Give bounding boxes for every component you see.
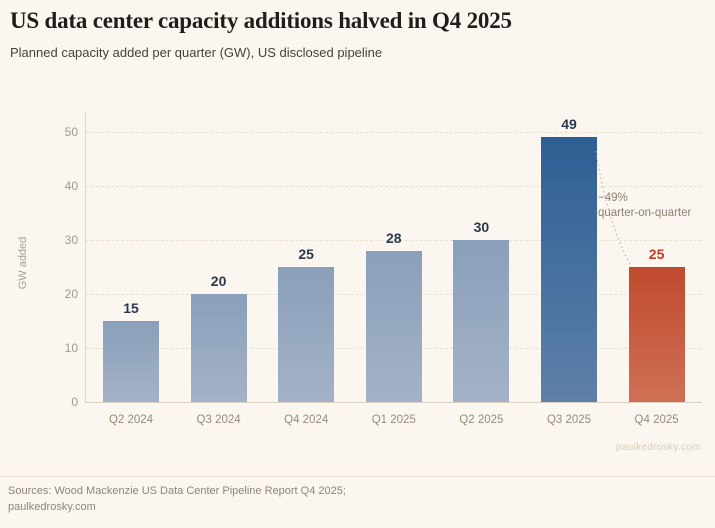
watermark: paulkedrosky.com xyxy=(616,442,701,453)
y-tick-label-10: 10 xyxy=(64,341,78,355)
footer-divider xyxy=(0,476,715,477)
y-axis-title: GW added xyxy=(17,236,29,290)
bar-q3-2025 xyxy=(541,137,597,402)
x-tick-label-q4-2025: Q4 2025 xyxy=(634,414,679,426)
bar-value-q4-2024: 25 xyxy=(298,246,314,262)
gridline-40 xyxy=(86,186,702,187)
bar-value-q4-2025: 25 xyxy=(648,246,665,262)
y-tick-label-40: 40 xyxy=(64,179,78,193)
gridline-50 xyxy=(86,132,702,133)
x-tick-label-q2-2025: Q2 2025 xyxy=(459,414,504,426)
source-note-line2: paulkedrosky.com xyxy=(8,501,96,513)
y-tick-label-50: 50 xyxy=(64,125,78,139)
qoq-annotation-line2: quarter-on-quarter xyxy=(598,207,692,219)
bar-q1-2025 xyxy=(365,250,422,402)
x-tick-label-q2-2024: Q2 2024 xyxy=(108,414,154,426)
plot-area: 15 Q2 2024 20 Q3 2024 25 Q4 2024 28 Q1 2025 30 Q2… xyxy=(85,112,702,426)
bar-q2-2025 xyxy=(453,240,510,402)
bar-value-q2-2025: 30 xyxy=(473,219,490,235)
bar-value-q1-2025: 28 xyxy=(386,229,402,246)
bar-value-q3-2024: 20 xyxy=(210,273,227,289)
bar-q2-2024 xyxy=(103,321,159,402)
bar-q3-2024 xyxy=(190,294,247,402)
bar-q4-2024 xyxy=(278,267,335,402)
qoq-annotation: −49% quarter-on-quarter xyxy=(598,191,691,221)
page-title: US data center capacity additions halved… xyxy=(10,8,512,33)
bar-value-q2-2024: 15 xyxy=(123,300,139,316)
qoq-annotation-line1: −49% xyxy=(598,192,628,204)
source-note-line1: Sources: Wood Mackenzie US Data Center P… xyxy=(8,485,346,497)
y-tick-label-30: 30 xyxy=(64,233,78,247)
x-tick-label-q4-2024: Q4 2024 xyxy=(284,414,329,426)
page-subtitle: Planned capacity added per quarter (GW),… xyxy=(10,45,383,60)
x-tick-label-q1-2025: Q1 2025 xyxy=(371,414,416,426)
source-note: Sources: Wood Mackenzie US Data Center P… xyxy=(8,483,346,515)
x-tick-label-q3-2025: Q3 2025 xyxy=(546,414,592,426)
bar-value-q3-2025: 49 xyxy=(561,116,577,133)
bar-q4-2025 xyxy=(628,267,685,402)
x-tick-label-q3-2024: Q3 2024 xyxy=(196,414,241,426)
gridline-30 xyxy=(86,240,702,241)
y-tick-label-0: 0 xyxy=(71,395,78,409)
y-tick-label-20: 20 xyxy=(64,287,78,301)
